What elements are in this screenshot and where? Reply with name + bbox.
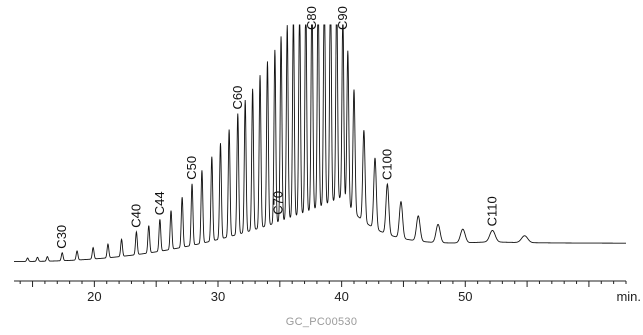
peak-labels: C30 C40 C44 C50 C60 C70 C80 C90 C100 C110	[54, 6, 499, 249]
chromatogram-line	[14, 24, 626, 262]
x-axis: 20 30 40 50 min.	[14, 280, 641, 304]
peak-label-c30: C30	[54, 225, 69, 249]
peak-label-c50: C50	[184, 156, 199, 180]
chromatogram-trace	[14, 24, 626, 262]
x-tick-label-40: 40	[334, 289, 348, 304]
figure-caption: GC_PC00530	[285, 316, 358, 328]
peak-label-c44: C44	[152, 191, 167, 215]
peak-label-c40: C40	[128, 204, 143, 228]
x-tick-label-50: 50	[458, 289, 472, 304]
x-tick-label-20: 20	[87, 289, 101, 304]
peak-label-c100: C100	[379, 149, 394, 180]
x-tick-label-30: 30	[211, 289, 225, 304]
peak-label-c90: C90	[335, 6, 350, 30]
peak-label-c70: C70	[271, 191, 286, 215]
x-axis-unit-label: min.	[616, 289, 641, 304]
peak-label-c110: C110	[485, 196, 500, 226]
peak-label-c80: C80	[304, 6, 319, 30]
peak-label-c60: C60	[230, 86, 245, 110]
